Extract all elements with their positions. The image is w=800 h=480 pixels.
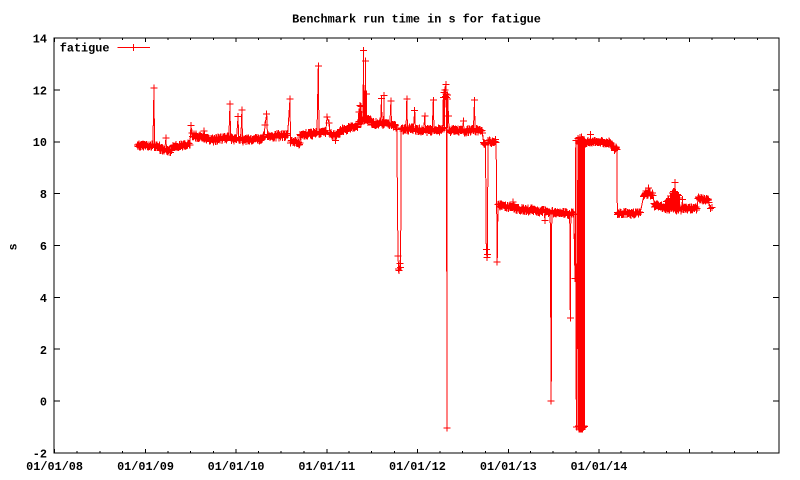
svg-text:01/01/11: 01/01/11 [298,460,355,474]
svg-text:01/01/12: 01/01/12 [389,460,446,474]
svg-text:Benchmark run time in s for fa: Benchmark run time in s for fatigue [292,13,541,27]
svg-text:2: 2 [40,344,47,358]
svg-text:0: 0 [40,396,47,410]
svg-text:4: 4 [40,292,47,306]
svg-text:8: 8 [40,188,47,202]
svg-text:s: s [7,243,21,250]
svg-text:6: 6 [40,240,47,254]
svg-text:01/01/09: 01/01/09 [117,460,174,474]
svg-text:14: 14 [33,33,47,47]
svg-text:01/01/08: 01/01/08 [26,460,83,474]
svg-text:01/01/10: 01/01/10 [208,460,265,474]
svg-text:01/01/13: 01/01/13 [480,460,537,474]
svg-text:fatigue: fatigue [60,42,110,56]
svg-text:-2: -2 [33,448,47,462]
svg-text:12: 12 [33,84,47,98]
svg-text:01/01/14: 01/01/14 [570,460,627,474]
svg-text:10: 10 [33,136,47,150]
